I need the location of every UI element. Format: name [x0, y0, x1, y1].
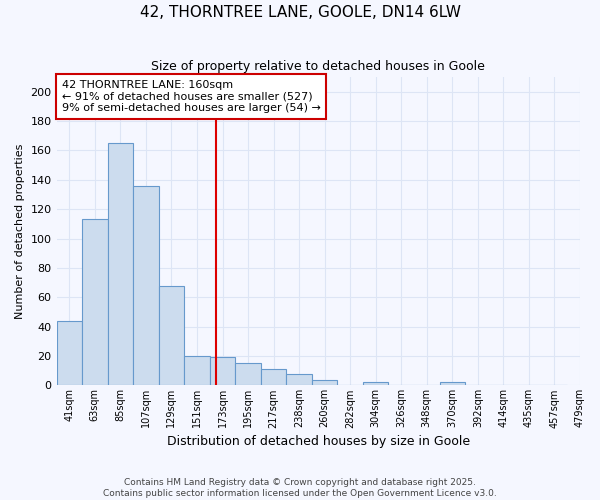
Bar	[56, 321, 82, 386]
Text: Contains HM Land Registry data © Crown copyright and database right 2025.
Contai: Contains HM Land Registry data © Crown c…	[103, 478, 497, 498]
Bar	[261, 369, 286, 386]
X-axis label: Distribution of detached houses by size in Goole: Distribution of detached houses by size …	[167, 434, 470, 448]
Bar	[286, 374, 312, 386]
Bar	[107, 143, 133, 386]
Bar	[440, 382, 465, 386]
Y-axis label: Number of detached properties: Number of detached properties	[15, 144, 25, 319]
Bar	[158, 286, 184, 386]
Bar	[133, 186, 158, 386]
Text: 42 THORNTREE LANE: 160sqm
← 91% of detached houses are smaller (527)
9% of semi-: 42 THORNTREE LANE: 160sqm ← 91% of detac…	[62, 80, 320, 113]
Bar	[312, 380, 337, 386]
Bar	[82, 220, 107, 386]
Text: 42, THORNTREE LANE, GOOLE, DN14 6LW: 42, THORNTREE LANE, GOOLE, DN14 6LW	[139, 5, 461, 20]
Bar	[210, 358, 235, 386]
Title: Size of property relative to detached houses in Goole: Size of property relative to detached ho…	[151, 60, 485, 73]
Bar	[363, 382, 388, 386]
Bar	[235, 364, 261, 386]
Bar	[184, 356, 210, 386]
